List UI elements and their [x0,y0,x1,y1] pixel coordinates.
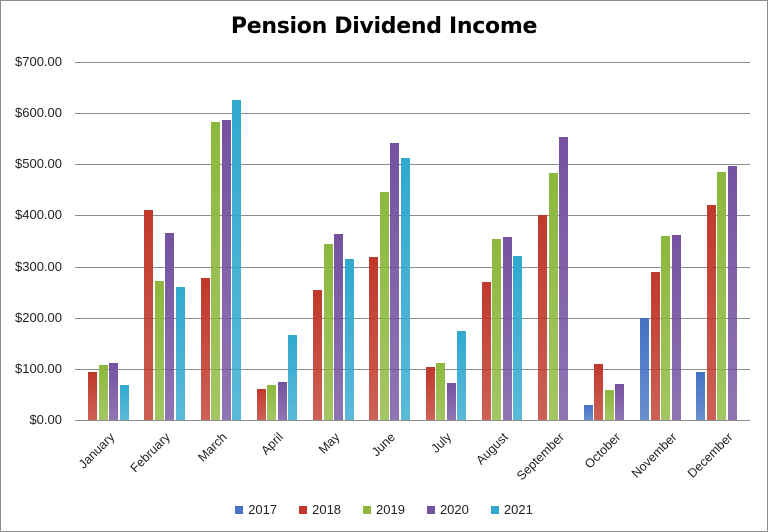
bar-2020-may [334,234,344,420]
bar-2020-january [109,363,119,420]
y-tick-label: $100.00 [15,361,62,376]
bar-2020-april [277,382,287,420]
y-tick-label: $0.00 [29,412,62,427]
bar-2020-june [390,142,400,420]
gridline [75,420,750,421]
bar-2018-january [88,372,98,420]
bar-2019-december [717,172,727,420]
bar-2020-december [727,166,737,420]
bar-2019-january [98,365,108,420]
bar-2018-july [425,367,435,420]
legend-swatch-icon [426,505,435,514]
bar-2019-april [267,385,277,420]
bar-2019-march [211,122,221,420]
bar-2020-february [165,233,175,420]
legend-swatch-icon [299,505,308,514]
legend-label: 2019 [376,502,405,517]
bar-2018-february [144,210,154,420]
legend-label: 2017 [248,502,278,517]
legend-swatch-icon [363,505,372,514]
bar-2021-june [400,158,410,420]
legend-item-2019: 2019 [363,502,405,517]
bar-2017-october [583,405,593,420]
legend-item-2017: 2017 [235,502,277,517]
bar-2018-may [313,290,323,420]
legend-swatch-icon [490,505,499,514]
legend-swatch-icon [235,505,244,514]
y-tick-label: $500.00 [15,156,62,171]
bar-2021-may [344,259,354,420]
legend-item-2018: 2018 [299,502,341,517]
bar-2021-july [457,331,467,420]
chart-title: Pension Dividend Income [230,14,538,39]
bar-2019-june [379,191,389,420]
bar-2020-july [446,383,456,420]
y-tick-label: $400.00 [15,207,62,222]
bar-2018-september [538,215,548,420]
bar-2018-october [594,364,604,420]
gridline [75,369,750,370]
bar-2018-august [481,282,491,420]
bar-2021-january [119,385,129,420]
legend-item-2020: 2020 [426,502,469,517]
legend-label: 2021 [503,502,533,517]
bar-2020-november [671,235,681,420]
bar-2019-august [492,239,502,420]
legend-label: 2020 [439,502,469,517]
gridline [75,267,750,268]
bar-2018-april [256,389,266,420]
bar-2019-october [604,390,614,420]
bar-2020-march [221,119,231,420]
bar-2018-november [650,272,660,420]
bar-2020-august [502,237,512,420]
bar-2019-february [154,281,164,420]
bar-2020-october [615,384,625,420]
legend: 2017 2018 2019 2020 2021 [0,502,768,517]
bar-2019-july [436,363,446,420]
bar-2021-february [175,286,185,420]
bar-2017-november [640,317,650,420]
bar-2018-march [200,277,210,420]
gridline [75,113,750,114]
gridline [75,164,750,165]
bar-2017-december [696,372,706,420]
gridline [75,215,750,216]
legend-item-2021: 2021 [490,502,533,517]
y-tick-label: $700.00 [15,54,62,69]
gridline [75,62,750,63]
bar-2018-june [369,256,379,420]
bar-2021-august [513,256,523,420]
bar-2021-april [288,335,298,420]
bar-2021-march [232,100,242,420]
legend-label: 2018 [312,502,342,517]
bar-2018-december [706,204,716,420]
bar-2020-september [559,137,569,420]
bar-2019-may [323,243,333,420]
bar-2019-november [661,236,671,420]
bar-2019-september [548,173,558,420]
y-tick-label: $600.00 [15,105,62,120]
gridline [75,318,750,319]
y-tick-label: $200.00 [15,310,62,325]
y-tick-label: $300.00 [15,259,62,274]
